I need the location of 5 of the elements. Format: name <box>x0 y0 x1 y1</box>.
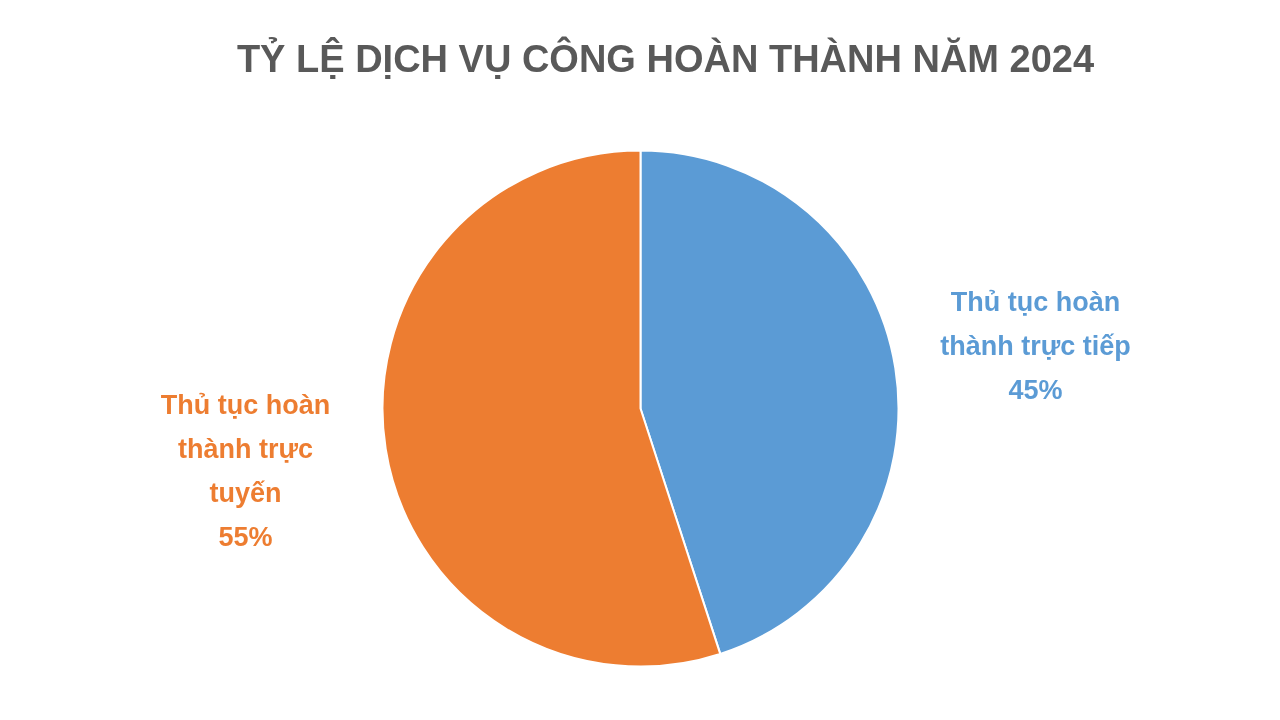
slice-label: Thủ tục hoàn thành trực tiếp <box>940 286 1131 361</box>
data-label: 55% <box>218 522 273 553</box>
chart-title: TỶ LỆ DỊCH VỤ CÔNG HOÀN THÀNH NĂM 2024 <box>236 35 1095 80</box>
data-label: 45% <box>1008 374 1063 405</box>
slice-label: Thủ tục hoàn thành trực tuyến <box>160 390 331 509</box>
